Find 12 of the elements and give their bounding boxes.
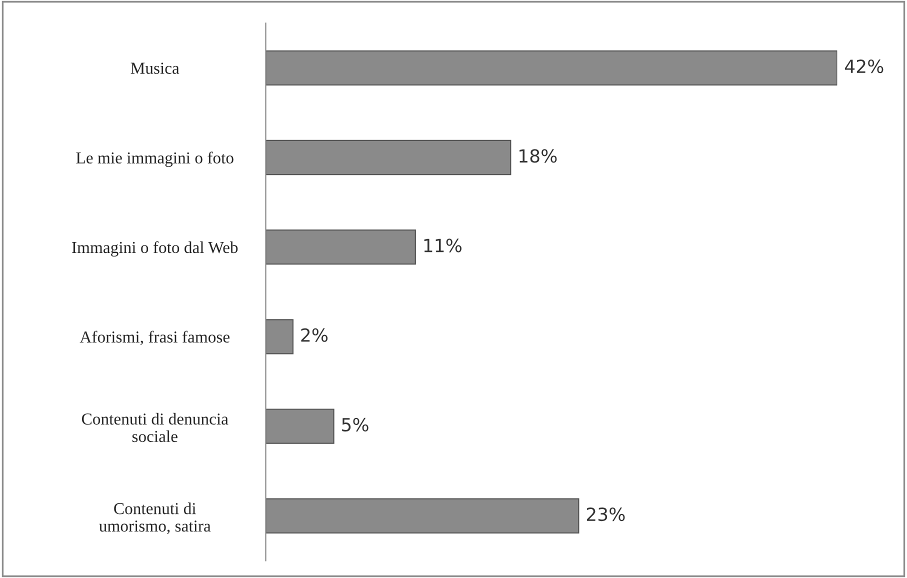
data-label: 42% xyxy=(844,59,884,74)
data-label: 5% xyxy=(342,418,368,432)
y-tick-label: Contenuti di umorismo, satira xyxy=(99,502,211,534)
y-tick-label: Contenuti di denuncia sociale xyxy=(82,412,228,442)
data-label: 23% xyxy=(586,507,625,522)
y-tick-label: Immagini o foto dal Web xyxy=(72,241,238,257)
data-label: 18% xyxy=(520,149,557,163)
y-tick-label: Musica xyxy=(130,62,180,74)
data-label: 2% xyxy=(301,328,328,342)
y-tick-label: Le mie immagini o foto xyxy=(76,152,234,167)
y-tick-label: Aforismi, frasi famose xyxy=(80,330,230,346)
data-label: 11% xyxy=(424,238,462,252)
